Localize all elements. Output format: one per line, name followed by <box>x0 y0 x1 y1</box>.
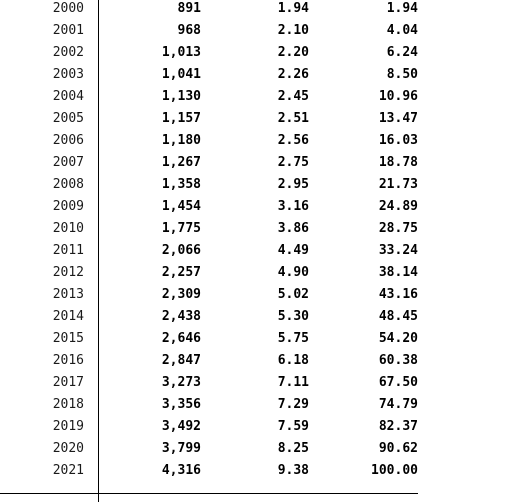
cumulative-cell: 10.96 <box>378 89 418 104</box>
frequency-cell: 2,257 <box>161 265 201 280</box>
frequency-cell: 1,041 <box>161 67 201 82</box>
cumulative-cell: 18.78 <box>378 155 418 170</box>
frequency-cell: 1,180 <box>161 133 201 148</box>
year-cell: 2017 <box>52 375 84 390</box>
percent-cell: 2.10 <box>277 23 309 38</box>
frequency-cell: 3,799 <box>161 441 201 456</box>
cumulative-cell: 6.24 <box>386 45 418 60</box>
column-separator <box>98 0 99 502</box>
cumulative-cell: 38.14 <box>378 265 418 280</box>
year-cell: 2012 <box>52 265 84 280</box>
percent-cell: 9.38 <box>277 463 309 478</box>
percent-cell: 5.02 <box>277 287 309 302</box>
year-cell: 2001 <box>52 23 84 38</box>
percent-cell: 7.29 <box>277 397 309 412</box>
year-cell: 2006 <box>52 133 84 148</box>
year-cell: 2007 <box>52 155 84 170</box>
year-cell: 2010 <box>52 221 84 236</box>
cumulative-cell: 54.20 <box>378 331 418 346</box>
cumulative-cell: 48.45 <box>378 309 418 324</box>
year-cell: 2021 <box>52 463 84 478</box>
cumulative-cell: 13.47 <box>378 111 418 126</box>
frequency-cell: 2,847 <box>161 353 201 368</box>
percent-cell: 5.75 <box>277 331 309 346</box>
cumulative-cell: 43.16 <box>378 287 418 302</box>
percent-cell: 5.30 <box>277 309 309 324</box>
frequency-cell: 2,309 <box>161 287 201 302</box>
frequency-cell: 2,066 <box>161 243 201 258</box>
percent-cell: 2.75 <box>277 155 309 170</box>
year-cell: 2005 <box>52 111 84 126</box>
frequency-cell: 2,438 <box>161 309 201 324</box>
frequency-cell: 1,358 <box>161 177 201 192</box>
percent-cell: 2.45 <box>277 89 309 104</box>
percent-cell: 4.49 <box>277 243 309 258</box>
percent-cell: 3.86 <box>277 221 309 236</box>
frequency-cell: 4,316 <box>161 463 201 478</box>
percent-cell: 8.25 <box>277 441 309 456</box>
year-cell: 2015 <box>52 331 84 346</box>
year-cell: 2000 <box>52 1 84 16</box>
frequency-cell: 1,267 <box>161 155 201 170</box>
year-cell: 2016 <box>52 353 84 368</box>
year-cell: 2003 <box>52 67 84 82</box>
year-cell: 2011 <box>52 243 84 258</box>
cumulative-cell: 28.75 <box>378 221 418 236</box>
cumulative-cell: 33.24 <box>378 243 418 258</box>
cumulative-cell: 82.37 <box>378 419 418 434</box>
percent-cell: 4.90 <box>277 265 309 280</box>
year-cell: 2009 <box>52 199 84 214</box>
cumulative-cell: 24.89 <box>378 199 418 214</box>
frequency-cell: 1,130 <box>161 89 201 104</box>
cumulative-cell: 67.50 <box>378 375 418 390</box>
percent-cell: 1.94 <box>277 1 309 16</box>
frequency-cell: 3,356 <box>161 397 201 412</box>
cumulative-cell: 74.79 <box>378 397 418 412</box>
frequency-cell: 1,454 <box>161 199 201 214</box>
year-cell: 2013 <box>52 287 84 302</box>
percent-cell: 2.56 <box>277 133 309 148</box>
percent-cell: 2.20 <box>277 45 309 60</box>
percent-cell: 2.26 <box>277 67 309 82</box>
percent-cell: 3.16 <box>277 199 309 214</box>
year-cell: 2002 <box>52 45 84 60</box>
percent-cell: 2.95 <box>277 177 309 192</box>
frequency-cell: 1,775 <box>161 221 201 236</box>
frequency-cell: 3,492 <box>161 419 201 434</box>
frequency-cell: 3,273 <box>161 375 201 390</box>
percent-cell: 7.11 <box>277 375 309 390</box>
frequency-cell: 891 <box>177 1 201 16</box>
cumulative-cell: 8.50 <box>386 67 418 82</box>
frequency-cell: 968 <box>177 23 201 38</box>
percent-cell: 2.51 <box>277 111 309 126</box>
row-separator <box>0 493 418 494</box>
percent-cell: 6.18 <box>277 353 309 368</box>
cumulative-cell: 16.03 <box>378 133 418 148</box>
cumulative-cell: 60.38 <box>378 353 418 368</box>
cumulative-cell: 4.04 <box>386 23 418 38</box>
frequency-cell: 1,013 <box>161 45 201 60</box>
cumulative-cell: 21.73 <box>378 177 418 192</box>
cumulative-cell: 1.94 <box>386 1 418 16</box>
cumulative-cell: 90.62 <box>378 441 418 456</box>
year-cell: 2004 <box>52 89 84 104</box>
frequency-cell: 1,157 <box>161 111 201 126</box>
percent-cell: 7.59 <box>277 419 309 434</box>
year-cell: 2008 <box>52 177 84 192</box>
year-cell: 2019 <box>52 419 84 434</box>
year-cell: 2020 <box>52 441 84 456</box>
year-cell: 2014 <box>52 309 84 324</box>
cumulative-cell: 100.00 <box>371 463 418 478</box>
frequency-cell: 2,646 <box>161 331 201 346</box>
year-cell: 2018 <box>52 397 84 412</box>
